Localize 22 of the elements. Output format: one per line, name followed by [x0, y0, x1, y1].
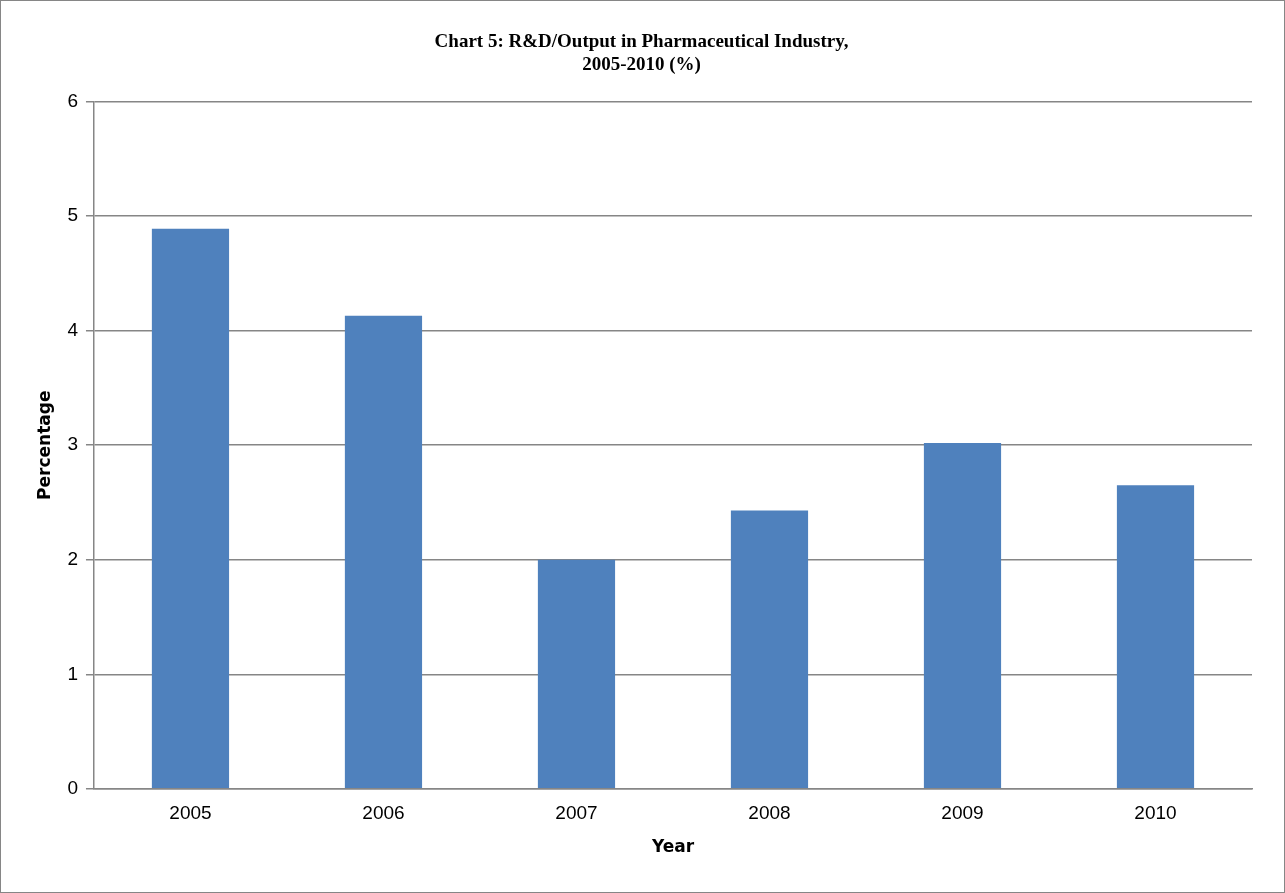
- bar: [730, 510, 809, 789]
- x-tick-label: 2005: [169, 802, 212, 824]
- y-tick-label: 0: [67, 777, 78, 799]
- x-axis-title: Year: [650, 836, 695, 857]
- bar: [151, 228, 230, 789]
- y-axis-title: Percentage: [33, 390, 54, 500]
- bar: [537, 559, 616, 789]
- bar: [344, 315, 423, 789]
- x-tick-label: 2009: [941, 802, 984, 824]
- y-tick-label: 1: [67, 662, 78, 684]
- x-tick-label: 2006: [362, 802, 405, 824]
- x-tick-label: 2010: [1134, 802, 1177, 824]
- y-tick-label: 3: [67, 433, 78, 455]
- y-tick-label: 6: [67, 89, 78, 111]
- x-tick-label: 2007: [555, 802, 598, 824]
- bar: [1116, 485, 1195, 789]
- chart-title: Chart 5: R&D/Output in Pharmaceutical Industry, 2005-2010 (%): [434, 30, 849, 76]
- y-tick-label: 4: [67, 318, 79, 340]
- y-tick-label: 2: [67, 547, 78, 569]
- y-tick-label: 5: [67, 204, 78, 226]
- x-tick-label: 2008: [748, 802, 791, 824]
- bar: [923, 442, 1002, 789]
